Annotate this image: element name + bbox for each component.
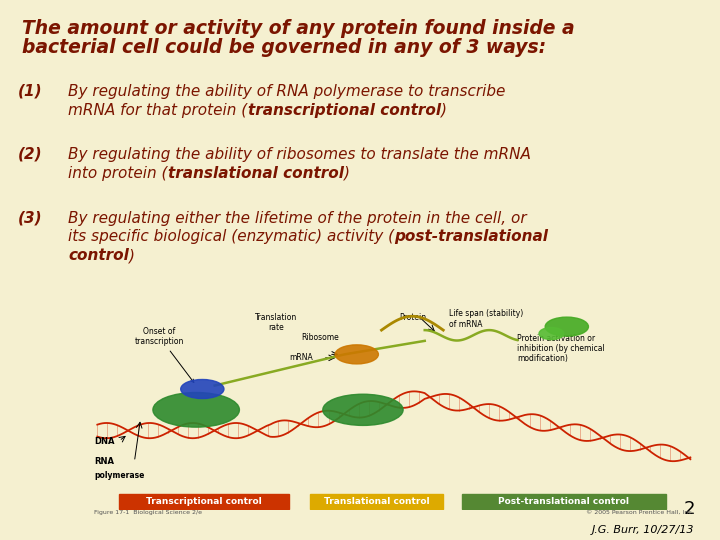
Text: Transcriptional control: Transcriptional control <box>146 497 262 506</box>
Bar <box>310 494 444 509</box>
Text: Translational control: Translational control <box>324 497 430 506</box>
Text: polymerase: polymerase <box>94 471 145 480</box>
Text: RNA: RNA <box>94 457 114 467</box>
Text: (3): (3) <box>18 211 42 226</box>
Ellipse shape <box>153 393 239 427</box>
Text: 2: 2 <box>683 501 695 518</box>
Text: its specific biological (enzymatic) activity (: its specific biological (enzymatic) acti… <box>68 230 395 245</box>
Text: By regulating the ability of ribosomes to translate the mRNA: By regulating the ability of ribosomes t… <box>68 147 531 162</box>
Text: By regulating either the lifetime of the protein in the cell, or: By regulating either the lifetime of the… <box>68 211 527 226</box>
Text: transcriptional control: transcriptional control <box>248 103 441 118</box>
Text: Onset of
transcription: Onset of transcription <box>135 327 194 382</box>
Text: ): ) <box>344 166 350 181</box>
Text: Post-translational control: Post-translational control <box>498 497 629 506</box>
Ellipse shape <box>545 317 588 336</box>
Text: mRNA: mRNA <box>289 353 313 362</box>
Text: J.G. Burr, 10/27/13: J.G. Burr, 10/27/13 <box>593 524 695 535</box>
Text: © 2005 Pearson Prentice Hall, Inc.: © 2005 Pearson Prentice Hall, Inc. <box>585 510 693 515</box>
Text: ): ) <box>130 248 135 264</box>
Text: Figure 17-1  Biological Science 2/e: Figure 17-1 Biological Science 2/e <box>94 510 202 515</box>
Text: By regulating the ability of RNA polymerase to transcribe: By regulating the ability of RNA polymer… <box>68 84 505 99</box>
Text: Life span (stability)
of mRNA: Life span (stability) of mRNA <box>449 309 523 329</box>
Text: Protein activation or
inhibition (by chemical
modification): Protein activation or inhibition (by che… <box>518 334 605 363</box>
Text: into protein (: into protein ( <box>68 166 168 181</box>
Text: (2): (2) <box>18 147 42 162</box>
Text: Translation
rate: Translation rate <box>256 313 297 332</box>
Bar <box>119 494 289 509</box>
Text: mRNA for that protein (: mRNA for that protein ( <box>68 103 248 118</box>
Ellipse shape <box>181 380 224 399</box>
Text: bacterial cell could be governed in any of 3 ways:: bacterial cell could be governed in any … <box>22 38 546 57</box>
Text: ): ) <box>441 103 447 118</box>
Ellipse shape <box>539 328 564 340</box>
Text: Protein: Protein <box>399 313 426 322</box>
Text: The amount or activity of any protein found inside a: The amount or activity of any protein fo… <box>22 19 575 38</box>
Text: Ribosome: Ribosome <box>301 333 339 342</box>
Ellipse shape <box>335 345 379 364</box>
Text: DNA: DNA <box>94 436 114 446</box>
Text: (1): (1) <box>18 84 42 99</box>
Text: post-translational: post-translational <box>395 230 549 245</box>
Text: translational control: translational control <box>168 166 344 181</box>
Ellipse shape <box>323 394 403 426</box>
Bar <box>462 494 666 509</box>
Text: control: control <box>68 248 130 264</box>
